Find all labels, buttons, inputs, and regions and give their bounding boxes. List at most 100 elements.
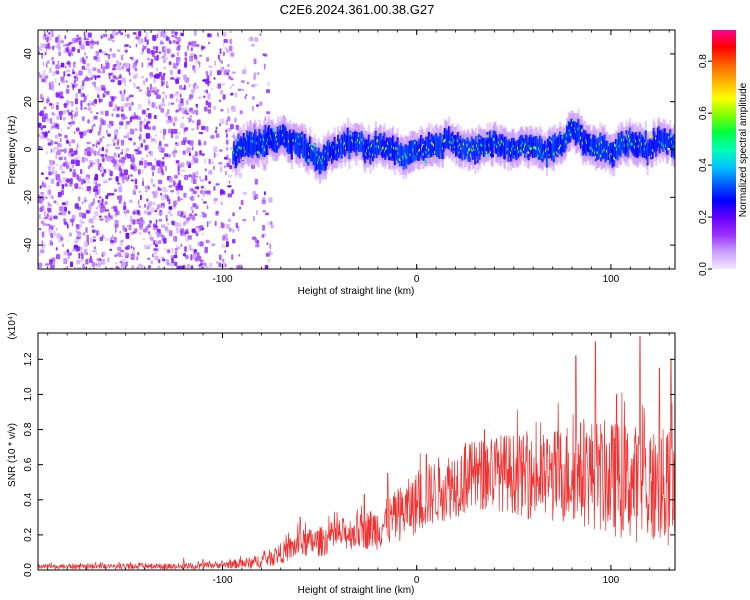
spectrogram-noise-cell	[180, 162, 185, 168]
spectrogram-noise-cell	[162, 91, 165, 95]
spectrogram-noise-cell	[49, 204, 52, 207]
spectrogram-noise-cell	[154, 50, 158, 54]
spectrogram-noise-cell	[129, 199, 133, 203]
spectrogram-noise-cell	[131, 56, 134, 61]
spectrogram-noise-cell	[144, 162, 147, 169]
spectrogram-noise-cell	[179, 228, 184, 234]
spectrogram-noise-cell	[91, 262, 96, 267]
spectrogram-noise-cell	[115, 265, 119, 269]
colorbar-tick-label: 0.2	[698, 210, 709, 224]
spectrogram-noise-cell	[149, 220, 152, 224]
spectrogram-noise-cell	[123, 201, 126, 207]
x-tick-label: 100	[603, 575, 620, 586]
spectrogram-noise-cell	[157, 265, 160, 269]
spectrogram-noise-cell	[231, 135, 236, 138]
spectrogram-noise-cell	[120, 56, 124, 61]
spectrogram-noise-cell	[161, 161, 165, 166]
spectrogram-noise-cell	[40, 220, 45, 225]
spectrogram-noise-cell	[91, 229, 96, 233]
spectrogram-noise-cell	[79, 246, 83, 251]
spectrogram-noise-cell	[124, 62, 129, 68]
spectrogram-noise-cell	[204, 158, 206, 164]
spectrogram-noise-cell	[170, 30, 176, 34]
spectrogram-noise-cell	[181, 169, 186, 172]
spectrogram-noise-cell	[129, 72, 131, 76]
spectrogram-noise-cell	[136, 209, 140, 215]
spectrogram-noise-cell	[204, 188, 206, 192]
spectrogram-noise-cell	[182, 150, 186, 155]
spectrogram-noise-cell	[134, 178, 138, 185]
spectrogram-noise-cell	[59, 164, 63, 171]
spectrogram-noise-cell	[147, 62, 150, 68]
spectrogram-y-axis-label: Frequency (Hz)	[7, 116, 18, 185]
spectrogram-noise-cell	[171, 257, 174, 264]
spectrogram-noise-cell	[174, 174, 178, 179]
spectrogram-noise-cell	[169, 69, 173, 75]
spectrogram-noise-cell	[220, 221, 223, 225]
spectrogram-noise-cell	[223, 165, 226, 169]
spectrogram-noise-cell	[213, 152, 216, 158]
spectrogram-noise-cell	[180, 243, 183, 248]
spectrogram-noise-cell	[263, 191, 266, 196]
spectrogram-noise-cell	[191, 228, 196, 233]
spectrogram-noise-cell	[84, 150, 87, 156]
spectrogram-noise-cell	[250, 44, 255, 47]
spectrogram-noise-cell	[154, 46, 156, 49]
spectrogram-noise-cell	[100, 35, 103, 39]
spectrogram-noise-cell	[77, 155, 80, 161]
snr-frame	[37, 332, 676, 571]
spectrogram-noise-cell	[146, 198, 149, 202]
spectrogram-noise-cell	[130, 179, 135, 182]
spectrogram-noise-cell	[112, 138, 116, 143]
spectrogram-noise-cell	[183, 214, 186, 218]
spectrogram-trace-body	[545, 149, 549, 168]
spectrogram-noise-cell	[50, 148, 53, 153]
spectrogram-noise-cell	[145, 77, 148, 82]
spectrogram-noise-cell	[129, 215, 133, 221]
spectrogram-noise-cell	[256, 240, 259, 245]
spectrogram-noise-cell	[62, 110, 66, 114]
spectrogram-noise-cell	[147, 98, 150, 103]
spectrogram-noise-cell	[90, 255, 92, 260]
spectrogram-noise-cell	[119, 230, 122, 234]
spectrogram-noise-cell	[266, 89, 270, 94]
spectrogram-noise-cell	[222, 190, 226, 195]
spectrogram-noise-cell	[152, 183, 156, 188]
spectrogram-noise-cell	[84, 199, 88, 202]
spectrogram-noise-cell	[186, 219, 189, 225]
spectrogram-noise-cell	[161, 108, 165, 113]
spectrogram-noise-cell	[196, 103, 199, 109]
spectrogram-noise-cell	[109, 172, 111, 175]
spectrogram-noise-cell	[264, 117, 266, 121]
spectrogram-noise-cell	[156, 89, 160, 92]
spectrogram-noise-cell	[74, 98, 78, 105]
spectrogram-noise-cell	[199, 179, 205, 182]
spectrogram-noise-cell	[110, 79, 115, 83]
spectrogram-noise-cell	[116, 113, 120, 118]
spectrogram-noise-cell	[62, 176, 67, 183]
spectrogram-noise-cell	[99, 236, 103, 242]
spectrogram-noise-cell	[244, 95, 247, 100]
spectrogram-noise-cell	[133, 112, 136, 118]
spectrogram-noise-cell	[93, 246, 96, 250]
spectrogram-noise-cell	[176, 265, 181, 269]
spectrogram-noise-cell	[134, 228, 138, 233]
spectrogram-noise-cell	[120, 54, 124, 57]
spectrogram-noise-cell	[155, 240, 158, 245]
spectrogram-noise-cell	[70, 153, 75, 157]
spectrogram-trace-core	[241, 156, 245, 161]
spectrogram-noise-cell	[56, 101, 59, 105]
spectrogram-y-ticks: -40 -20 0 20 40	[23, 48, 675, 252]
spectrogram-noise-cell	[107, 133, 111, 137]
spectrogram-noise-cell	[206, 205, 209, 210]
spectrogram-noise-cell	[38, 228, 42, 231]
spectrogram-noise-cell	[64, 135, 68, 139]
spectrogram-noise-cell	[92, 249, 97, 253]
spectrogram-noise-cell	[173, 153, 176, 158]
spectrogram-noise-cell	[199, 241, 204, 247]
spectrogram-noise-cell	[164, 226, 168, 229]
spectrogram-noise-cell	[172, 39, 176, 44]
spectrogram-noise-cell	[87, 107, 92, 111]
spectrogram-noise-cell	[111, 206, 113, 210]
spectrogram-noise-cell	[257, 72, 260, 75]
